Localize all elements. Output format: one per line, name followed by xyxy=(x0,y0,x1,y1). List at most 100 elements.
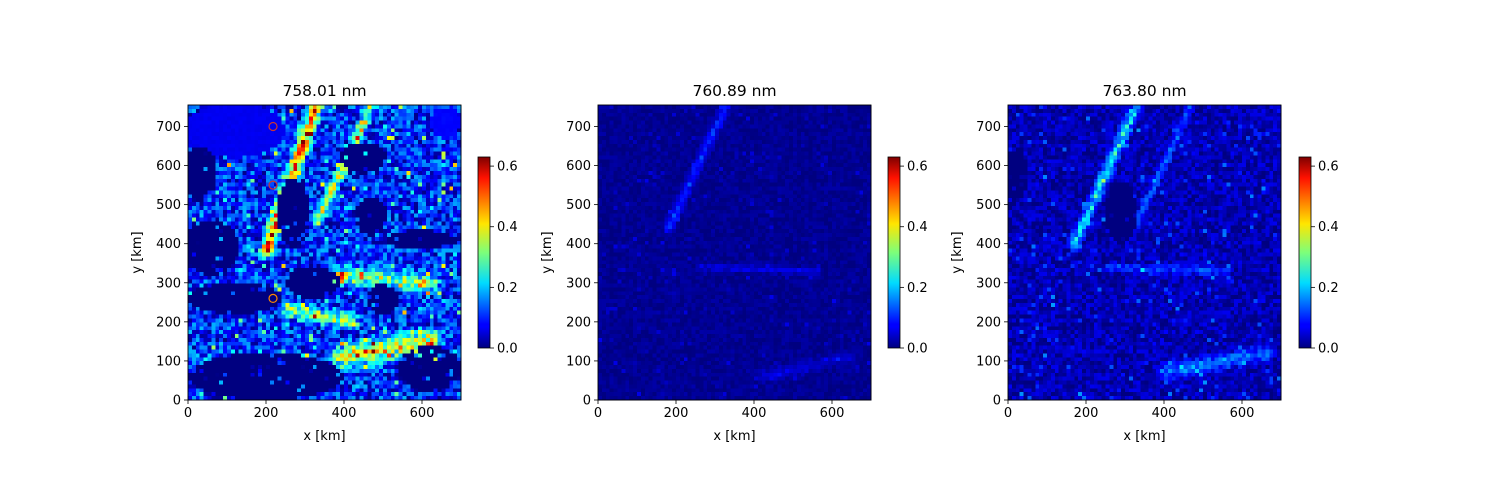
heatmap-cell xyxy=(425,337,431,343)
heatmap-cell xyxy=(363,136,368,141)
heatmap-cell xyxy=(324,283,329,288)
heatmap-cell xyxy=(254,194,259,199)
heatmap-cell xyxy=(379,124,384,129)
heatmap-cell xyxy=(441,163,446,168)
heatmap-cell xyxy=(219,361,224,366)
heatmap-cell xyxy=(445,275,450,281)
heatmap-cell xyxy=(242,124,247,129)
heatmap-cell xyxy=(340,314,345,319)
heatmap-cell xyxy=(418,190,423,195)
heatmap-cell xyxy=(355,124,361,129)
heatmap-cell xyxy=(336,252,341,257)
heatmap-cell xyxy=(301,357,306,362)
heatmap-cell xyxy=(437,341,442,347)
heatmap-cell xyxy=(324,159,329,164)
heatmap-cell xyxy=(340,186,345,191)
heatmap-cell xyxy=(418,256,423,261)
heatmap-cell xyxy=(383,155,388,160)
heatmap-cell xyxy=(320,337,325,343)
heatmap-cell xyxy=(375,349,380,354)
heatmap-cell xyxy=(269,337,275,343)
heatmap-cell xyxy=(223,163,228,168)
heatmap-cell xyxy=(328,151,333,156)
heatmap-cell xyxy=(402,139,407,145)
heatmap-cell xyxy=(371,361,376,366)
heatmap-cell xyxy=(414,233,419,238)
heatmap-cell xyxy=(347,182,353,188)
heatmap-cell xyxy=(351,310,357,316)
heatmap-cell xyxy=(371,310,376,316)
heatmap-cell xyxy=(437,116,442,122)
heatmap-cell xyxy=(234,229,240,234)
heatmap-cell xyxy=(328,221,333,226)
heatmap-cell xyxy=(301,139,306,145)
heatmap-cell xyxy=(371,256,376,261)
heatmap-cell xyxy=(457,306,462,312)
heatmap-cell xyxy=(375,341,380,347)
heatmap-cell xyxy=(457,128,462,133)
heatmap-cell xyxy=(328,186,333,191)
heatmap-cell xyxy=(453,256,458,261)
heatmap-cell xyxy=(316,341,322,347)
heatmap-cell xyxy=(191,334,197,339)
heatmap-cell xyxy=(266,194,271,199)
heatmap-cell xyxy=(367,128,372,133)
heatmap-cell xyxy=(223,194,228,199)
heatmap-cell xyxy=(453,225,458,230)
heatmap-cell xyxy=(254,372,259,378)
heatmap-cell xyxy=(289,264,294,269)
heatmap-cell xyxy=(195,132,201,137)
heatmap-cell xyxy=(215,108,220,114)
heatmap-cell xyxy=(363,147,368,153)
heatmap-cell xyxy=(375,314,380,319)
heatmap-cell xyxy=(457,318,462,323)
heatmap-cell xyxy=(359,124,364,129)
heatmap-cell xyxy=(269,229,275,234)
heatmap-cell xyxy=(188,287,193,292)
heatmap-cell xyxy=(379,361,384,366)
heatmap-cell xyxy=(375,112,380,118)
heatmap-cell xyxy=(254,302,259,308)
heatmap-cell xyxy=(316,268,322,273)
heatmap-cell xyxy=(418,143,423,149)
heatmap-cell xyxy=(211,337,216,343)
heatmap-cell xyxy=(297,248,302,253)
heatmap-cell xyxy=(188,178,193,184)
heatmap-cell xyxy=(425,108,431,114)
heatmap-cell xyxy=(445,182,450,188)
heatmap-cell xyxy=(394,163,400,168)
heatmap-cell xyxy=(312,159,318,164)
heatmap-cell xyxy=(347,147,353,153)
heatmap-cell xyxy=(402,376,407,382)
heatmap-cell xyxy=(203,302,208,308)
heatmap-cell xyxy=(418,170,423,176)
heatmap-cell xyxy=(285,334,290,339)
heatmap-cell xyxy=(203,275,208,281)
heatmap-cell xyxy=(332,318,337,323)
heatmap-cell xyxy=(375,124,380,129)
heatmap-cell xyxy=(386,139,392,145)
heatmap-cell xyxy=(433,136,439,141)
heatmap-cell xyxy=(344,330,349,335)
heatmap-cell xyxy=(273,275,279,281)
heatmap-cell xyxy=(242,167,247,172)
heatmap-cell xyxy=(227,112,232,118)
heatmap-cell xyxy=(422,209,427,215)
heatmap-cell xyxy=(324,353,329,358)
heatmap-cell xyxy=(293,213,298,219)
heatmap-cell xyxy=(227,233,232,238)
heatmap-cell xyxy=(324,279,329,285)
heatmap-cell xyxy=(418,271,423,277)
heatmap-cell xyxy=(383,174,388,180)
heatmap-cell xyxy=(340,198,345,203)
heatmap-cell xyxy=(301,256,306,261)
heatmap-cell xyxy=(203,155,208,160)
heatmap-cell xyxy=(332,341,337,347)
heatmap-cell xyxy=(273,372,279,378)
heatmap-cell xyxy=(359,132,364,137)
heatmap-cell xyxy=(254,128,259,133)
heatmap-cell xyxy=(383,170,388,176)
heatmap-cell xyxy=(441,139,446,145)
heatmap-cell xyxy=(316,279,322,285)
heatmap-cell xyxy=(441,178,446,184)
